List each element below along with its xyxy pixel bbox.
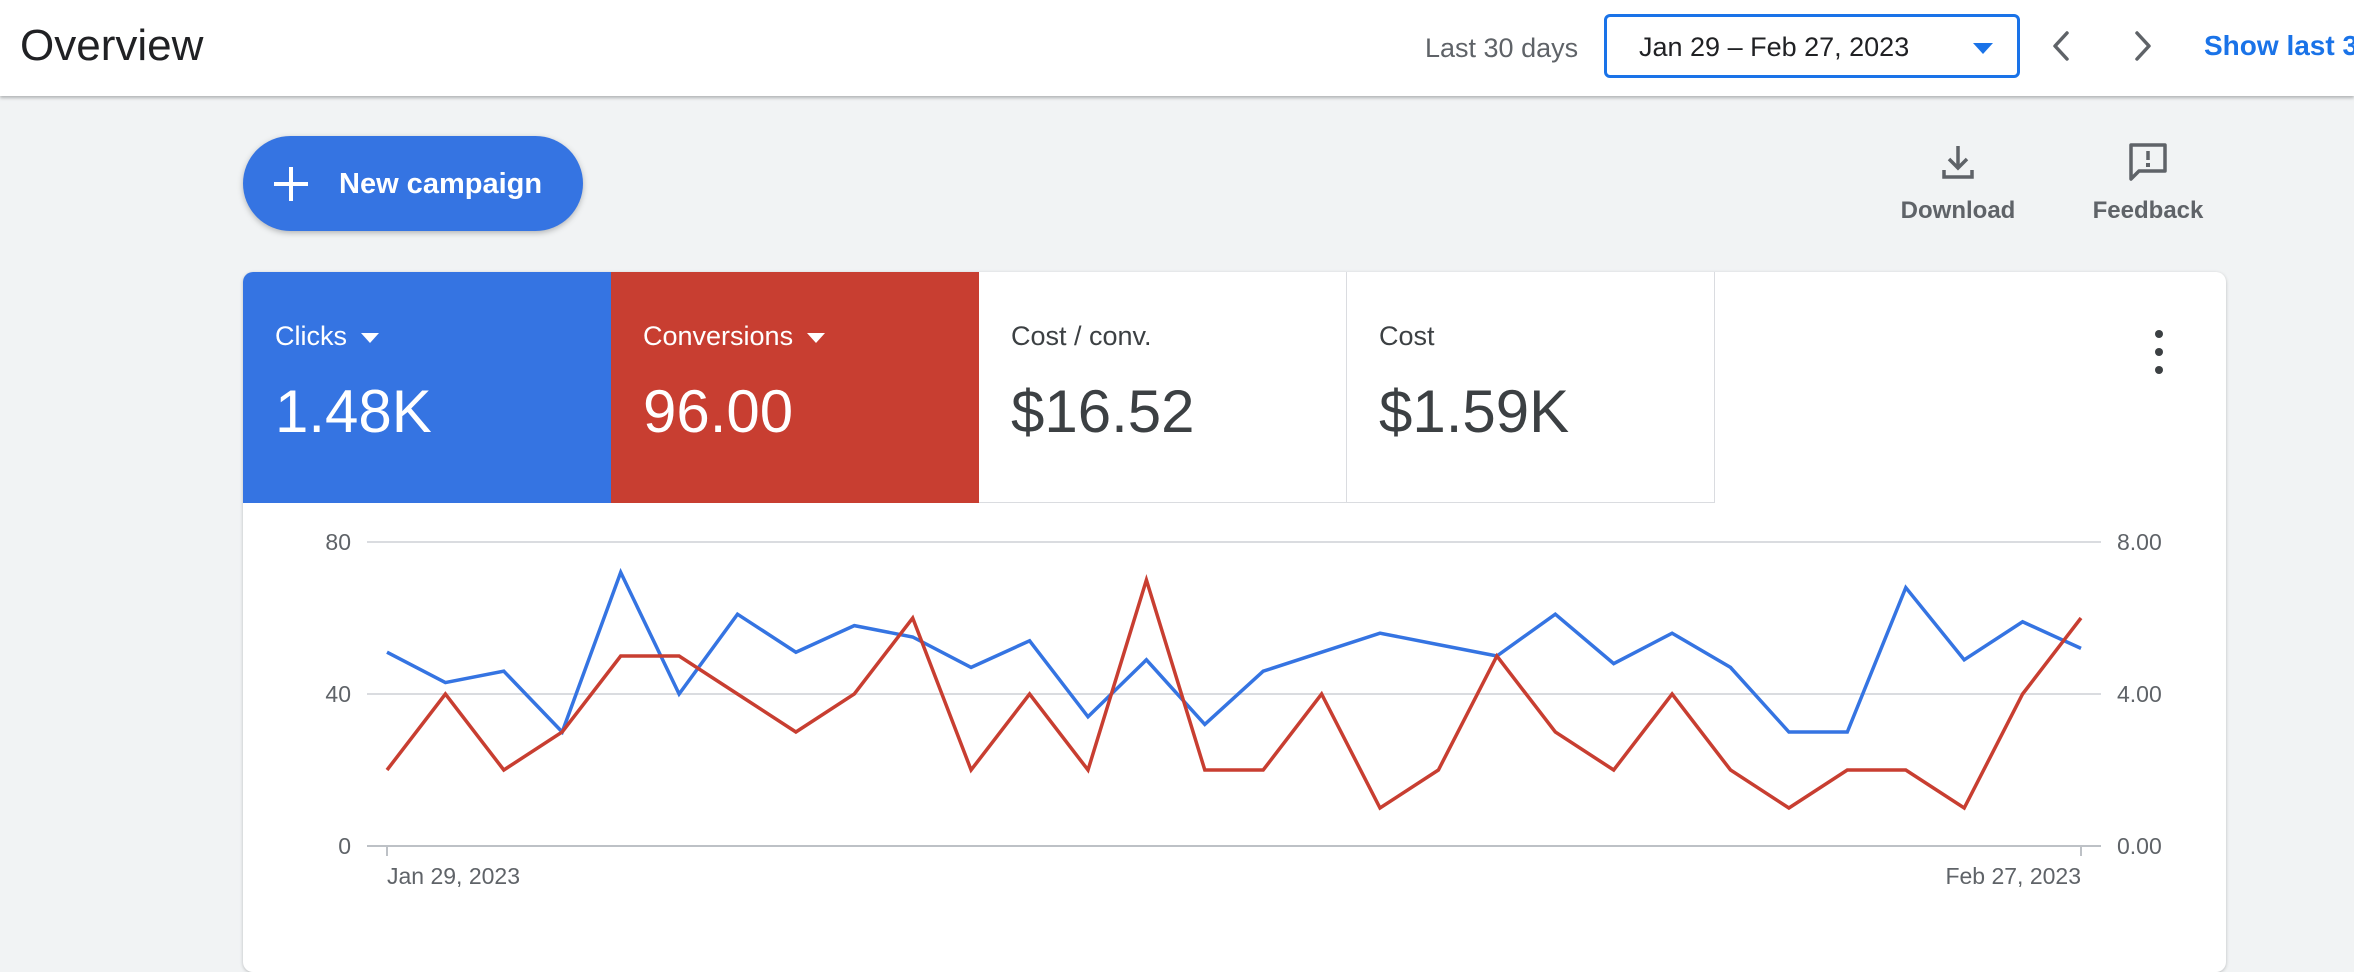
plus-icon	[274, 167, 308, 201]
feedback-icon	[2129, 143, 2167, 181]
page-title: Overview	[20, 21, 204, 70]
series-line-conversions	[385, 574, 2083, 811]
feedback-label: Feedback	[2092, 197, 2204, 224]
left-axis-tick-label: 80	[325, 529, 351, 555]
dropdown-arrow-icon	[361, 332, 379, 343]
previous-period-button[interactable]	[2036, 20, 2088, 72]
right-axis-tick-label: 8.00	[2117, 529, 2162, 555]
left-axis: 80 40 0	[325, 529, 351, 859]
performance-line-chart: 80 40 0 8.00 4.00 0.00 Jan 29, 2023 Feb 27, …	[325, 529, 2162, 889]
chart-gridlines	[367, 541, 2101, 856]
new-campaign-label: New campaign	[339, 168, 543, 200]
metric-tile-conversions[interactable]: Conversions 96.00	[611, 272, 979, 503]
chevron-right-icon	[2135, 31, 2151, 61]
metric-name-clicks: Clicks	[275, 321, 347, 351]
date-range-value: Jan 29 – Feb 27, 2023	[1639, 32, 1910, 62]
x-axis-end-label: Feb 27, 2023	[1945, 863, 2081, 889]
metric-name-cost: Cost	[1379, 321, 1435, 351]
left-axis-tick-label: 0	[338, 833, 351, 859]
more-options-button[interactable]	[2141, 316, 2177, 388]
right-axis-tick-label: 0.00	[2117, 833, 2162, 859]
chart-series	[385, 567, 2083, 811]
metric-tile-cost-per-conv[interactable]: Cost / conv. $16.52	[979, 272, 1347, 503]
metric-value-cost: $1.59K	[1379, 378, 1570, 445]
more-vert-icon	[2155, 330, 2163, 338]
date-range-picker[interactable]: Jan 29 – Feb 27, 2023	[1604, 14, 2020, 78]
performance-card: Clicks 1.48K Conversions 96.00 Cost / co…	[243, 272, 2226, 972]
metric-tile-cost[interactable]: Cost $1.59K	[1347, 272, 1715, 503]
show-last-link[interactable]: Show last 3	[2204, 30, 2354, 61]
metric-value-clicks: 1.48K	[275, 378, 432, 445]
dropdown-arrow-icon	[807, 332, 826, 343]
chevron-left-icon	[2053, 31, 2069, 61]
series-line-clicks	[386, 567, 2082, 736]
metric-name-conversions: Conversions	[643, 321, 794, 351]
metric-value-conversions: 96.00	[643, 378, 794, 445]
right-axis-tick-label: 4.00	[2117, 681, 2162, 707]
top-bar: Overview Last 30 days Jan 29 – Feb 27, 2…	[0, 0, 2354, 96]
left-axis-tick-label: 40	[325, 681, 351, 707]
download-button[interactable]: Download	[1888, 138, 2028, 238]
date-range-label: Last 30 days	[1425, 33, 1579, 63]
feedback-button[interactable]: Feedback	[2078, 138, 2218, 238]
download-icon	[1942, 146, 1974, 179]
metric-tile-clicks[interactable]: Clicks 1.48K	[243, 272, 611, 503]
dropdown-arrow-icon	[1973, 43, 1993, 54]
metric-value-cost-per-conv: $16.52	[1011, 378, 1195, 445]
right-axis: 8.00 4.00 0.00	[2117, 529, 2162, 859]
x-axis-start-label: Jan 29, 2023	[387, 863, 520, 889]
next-period-button[interactable]	[2116, 20, 2168, 72]
new-campaign-button[interactable]: New campaign	[243, 136, 583, 231]
download-label: Download	[1900, 197, 2016, 224]
metric-name-cost-per-conv: Cost / conv.	[1011, 321, 1152, 351]
